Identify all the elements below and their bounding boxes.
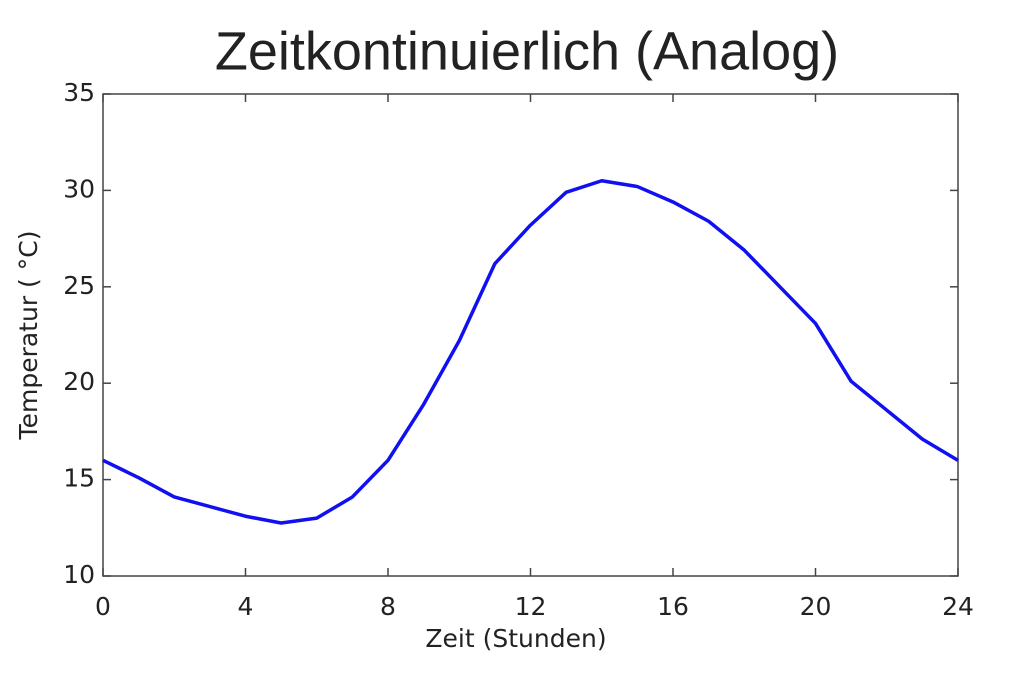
x-tick-label: 20 [800, 592, 832, 621]
y-tick-label: 25 [63, 271, 95, 300]
y-axis-label: Temperatur ( °C) [14, 231, 43, 441]
x-tick-label: 4 [238, 592, 254, 621]
x-tick-label: 8 [380, 592, 396, 621]
plot-frame [102, 93, 959, 577]
y-tick-label: 10 [63, 560, 95, 589]
y-tick-label: 20 [63, 367, 95, 396]
data-line [102, 179, 959, 525]
x-tick-label: 0 [95, 592, 111, 621]
x-tick-label: 16 [657, 592, 689, 621]
y-tick-label: 35 [63, 78, 95, 107]
x-tick-label: 24 [942, 592, 974, 621]
y-tick-label: 30 [63, 174, 95, 203]
x-tick-label: 12 [515, 592, 547, 621]
chart-title: Zeitkontinuierlich (Analog) [215, 21, 839, 81]
y-tick-label: 15 [63, 464, 95, 493]
x-axis-label: Zeit (Stunden) [425, 624, 606, 653]
